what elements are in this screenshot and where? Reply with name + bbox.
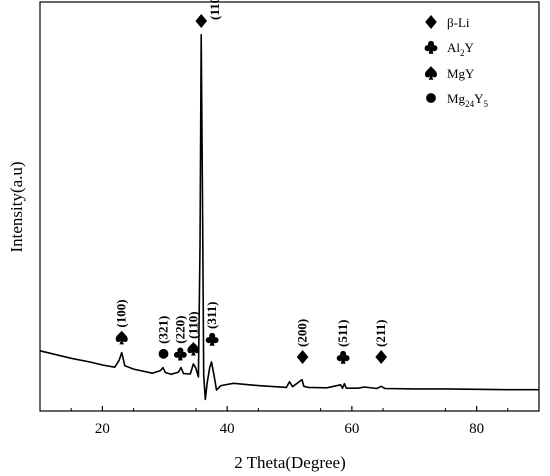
peak-marker-club-icon (337, 351, 350, 364)
peak-annotations: (100)(321) (220)(110)(110)(311)(200) (511)… (114, 0, 388, 364)
peak-label: (200) (295, 319, 310, 347)
x-tick-label: 20 (95, 421, 110, 437)
peak-marker-diamond-icon (195, 14, 207, 28)
x-tick-label: 60 (344, 421, 359, 437)
peak-marker-diamond-icon (297, 350, 309, 364)
peak-marker-club-icon (174, 348, 187, 361)
legend-label: β-Li (447, 15, 470, 30)
peak-marker-circle-icon (159, 349, 169, 359)
legend-label: Mg24Y5 (447, 91, 488, 109)
legend-label: MgY (447, 66, 475, 81)
legend-club-icon (425, 41, 438, 54)
peak-marker-spade-icon (187, 342, 199, 356)
peak-label: (511) (335, 320, 350, 347)
x-axis-title: 2 Theta(Degree) (234, 453, 346, 472)
legend-label: Al2Y (447, 40, 475, 58)
y-axis-title: Intensity(a.u) (7, 161, 26, 252)
legend-spade-icon (425, 66, 437, 80)
peak-label: (311) (204, 302, 219, 329)
peak-label: (110) (185, 311, 200, 338)
peak-label: (100) (114, 299, 129, 327)
x-tick-label: 80 (469, 421, 484, 437)
legend-diamond-icon (425, 15, 437, 29)
x-tick-label: 40 (220, 421, 235, 437)
peak-marker-spade-icon (116, 331, 128, 345)
plot-frame (40, 2, 539, 411)
peak-label: (110) (207, 0, 222, 20)
peak-marker-diamond-icon (375, 350, 387, 364)
peak-marker-club-icon (206, 333, 219, 346)
peak-label: (321) (156, 316, 171, 344)
legend-circle-icon (426, 93, 436, 103)
peak-label: (211) (373, 320, 388, 347)
xrd-pattern-line (40, 35, 539, 400)
legend: β-Li Al2Y MgY Mg24Y5 (425, 15, 489, 109)
